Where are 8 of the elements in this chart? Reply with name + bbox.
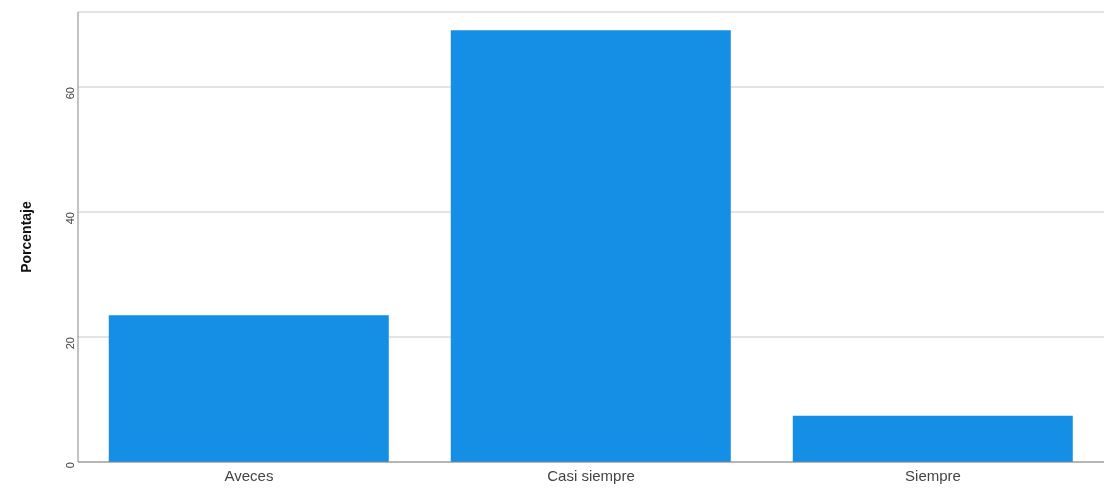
x-tick-label: Siempre	[905, 466, 961, 484]
y-tick-label: 60	[63, 87, 76, 100]
y-axis-title: Porcentaje	[17, 201, 34, 273]
x-tick-label: Casi siempre	[547, 466, 635, 484]
y-tick-label: 40	[63, 212, 76, 225]
x-tick-label: Aveces	[224, 466, 274, 484]
y-tick-label: 0	[63, 462, 76, 469]
y-tick-label: 20	[63, 337, 76, 350]
